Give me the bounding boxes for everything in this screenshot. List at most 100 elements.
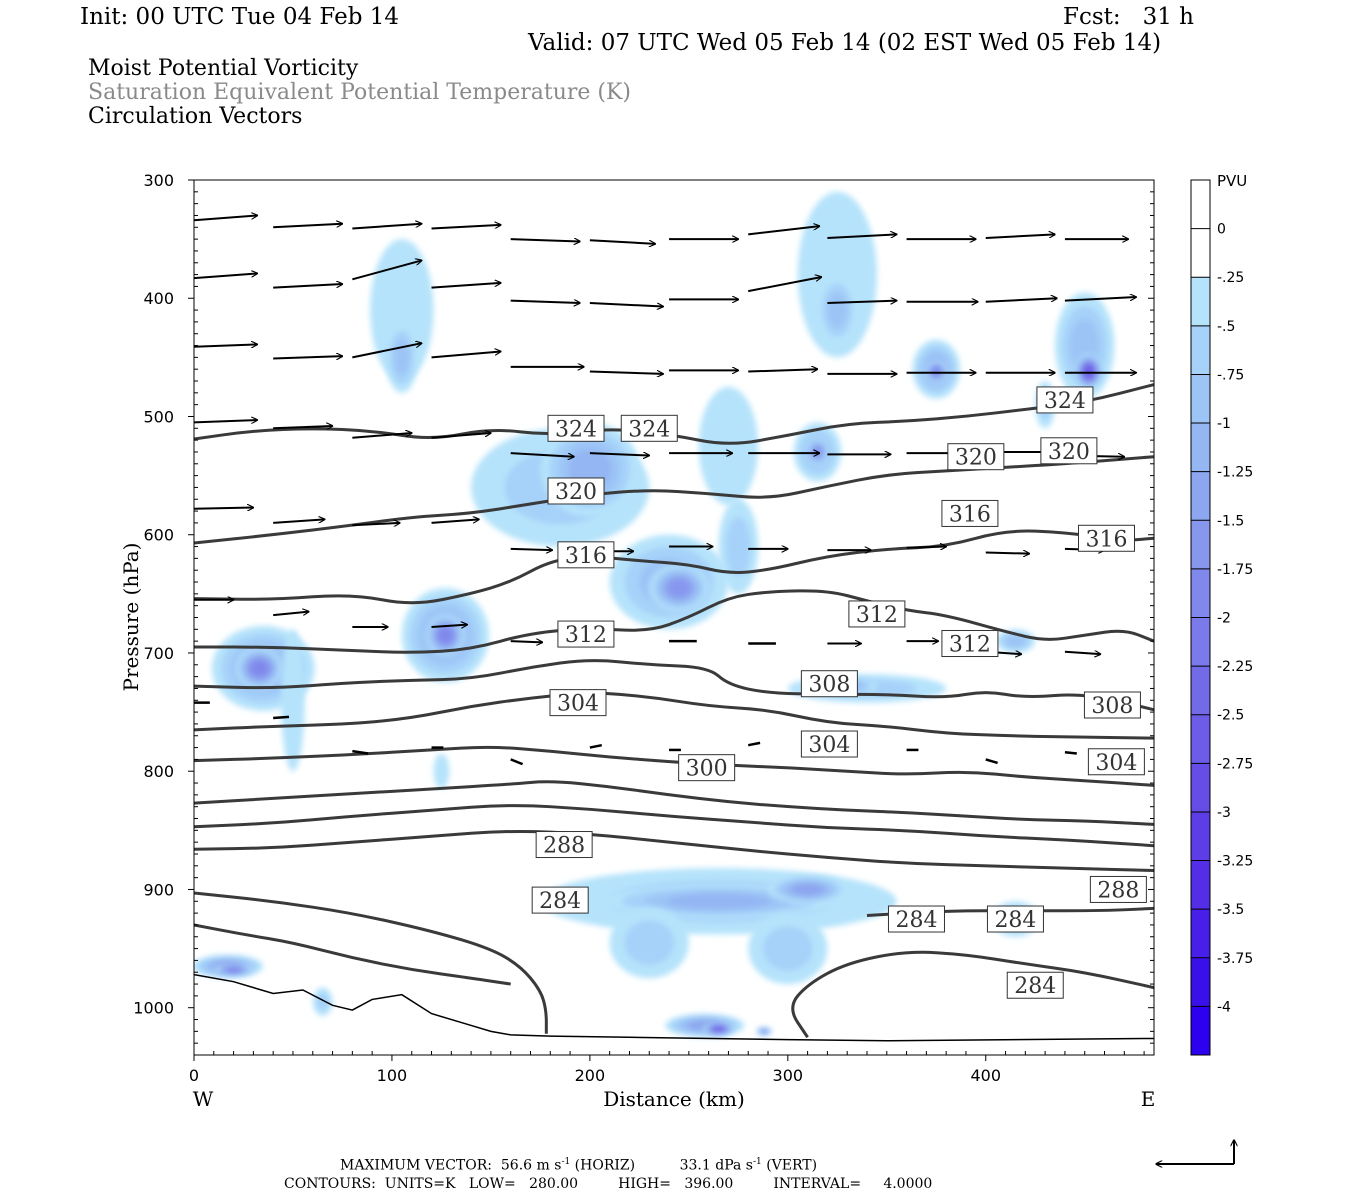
contour-label-box — [1040, 437, 1098, 465]
vector-4 — [510, 239, 580, 241]
terrain-line — [194, 973, 1154, 1042]
vector-77 — [589, 743, 602, 749]
x-axis-title: Distance (km) — [603, 1087, 745, 1111]
contour-label-17: 300 — [678, 754, 736, 782]
contour-label-text: 316 — [949, 502, 991, 527]
vector-51 — [431, 519, 480, 524]
colorbar-label-10: -2.5 — [1217, 708, 1244, 724]
contour-label-box — [547, 477, 605, 505]
colorbar-label-2: -.5 — [1217, 319, 1235, 335]
contour-label-8: 316 — [1077, 524, 1135, 552]
contour-label-text: 320 — [955, 446, 997, 471]
vector-40 — [510, 452, 574, 457]
pv-blob-1 — [235, 647, 284, 690]
max-vector-label: MAXIMUM VECTOR: — [340, 1157, 492, 1174]
contour-label-text: 324 — [1044, 389, 1086, 414]
isentrope-2 — [194, 529, 1154, 605]
contour-label-box — [557, 541, 615, 569]
y-tick-label-1: 400 — [143, 289, 174, 308]
vector-20 — [827, 301, 896, 303]
colorbar-cell-1 — [1191, 228, 1210, 278]
vector-39 — [431, 433, 491, 439]
colorbar-label-6: -1.5 — [1217, 513, 1244, 529]
vector-49 — [273, 519, 324, 524]
contour-label-text: 324 — [628, 417, 670, 442]
colorbar-title: PVU — [1217, 172, 1247, 190]
contour-label-box — [986, 905, 1044, 933]
pv-blob-26 — [768, 875, 848, 904]
isentrope-1 — [194, 455, 1154, 545]
x-tick-label-4: 400 — [970, 1066, 1001, 1085]
contour-label-11: 312 — [941, 630, 999, 658]
circulation-vectors — [194, 215, 1136, 766]
vert-unit: (VERT) — [766, 1157, 818, 1174]
contour-label-box — [887, 905, 945, 933]
vector-24 — [194, 344, 257, 346]
y-axis-title: Pressure (hPa) — [119, 543, 143, 692]
isentrope-7 — [194, 780, 1154, 826]
contour-label-15: 304 — [800, 730, 858, 758]
contour-label-box — [678, 754, 736, 782]
isentrope-5 — [194, 691, 1154, 740]
vector-64 — [510, 641, 543, 642]
vector-58 — [985, 552, 1030, 553]
pv-blob-19 — [1074, 353, 1103, 390]
colorbar-cell-9 — [1191, 617, 1210, 667]
colorbar-label-14: -3.5 — [1217, 902, 1244, 918]
contour-label-9: 312 — [557, 620, 615, 648]
contour-label-box — [1087, 748, 1145, 776]
pv-blob-6 — [386, 321, 418, 393]
vector-10 — [985, 234, 1055, 239]
vector-23 — [1064, 297, 1136, 302]
colorbar-cell-15 — [1191, 909, 1210, 958]
contour-label-text: 304 — [557, 692, 599, 717]
vector-31 — [748, 369, 817, 371]
vector-17 — [589, 301, 663, 307]
contour-label-text: 304 — [808, 733, 850, 758]
vector-61 — [273, 612, 309, 617]
colorbar-cell-4 — [1191, 374, 1210, 424]
contour-label-text: 308 — [808, 673, 850, 698]
contour-label-text: 324 — [555, 417, 597, 442]
contour-label-box — [947, 443, 1005, 471]
contour-label-text: 320 — [1048, 440, 1090, 465]
pv-blob-33 — [665, 1013, 745, 1038]
vector-12 — [194, 273, 257, 280]
contour-label-box — [941, 630, 999, 658]
pv-blob-37 — [433, 753, 450, 789]
field-vector-title: Circulation Vectors — [88, 104, 303, 129]
contour-label-text: 284 — [994, 908, 1036, 933]
contour-label-text: 288 — [543, 834, 585, 859]
contour-label-text: 304 — [1095, 751, 1137, 776]
colorbar-cell-3 — [1191, 325, 1210, 375]
contour-label-box — [557, 620, 615, 648]
colorbar-cell-11 — [1191, 714, 1210, 764]
contour-label-text: 312 — [949, 633, 991, 658]
contour-label-20: 284 — [531, 886, 589, 914]
contour-label-18: 288 — [535, 831, 593, 859]
vector-52 — [510, 549, 553, 550]
contour-label-3: 320 — [547, 477, 605, 505]
colorbar-cell-5 — [1191, 423, 1210, 472]
contour-labels: 324 324 324 320 320 320 316 316 316 312 312 312 308 3… — [531, 386, 1147, 999]
contour-label-text: 284 — [1014, 974, 1056, 999]
contour-label-2: 324 — [1036, 386, 1094, 414]
vector-13 — [273, 284, 342, 289]
isentrope-4 — [194, 659, 1154, 712]
init-time: Init: 00 UTC Tue 04 Feb 14 — [80, 4, 400, 30]
colorbar-label-9: -2.25 — [1217, 659, 1253, 675]
isentrope-8 — [194, 804, 1154, 848]
pv-blob-32 — [213, 963, 254, 976]
pv-blob-36 — [312, 987, 333, 1016]
colorbar-label-0: 0 — [1217, 222, 1226, 238]
contour-info: CONTOURS: UNITS=K LOW= 280.00 HIGH= 396.… — [284, 1176, 933, 1192]
contour-label-text: 320 — [555, 480, 597, 505]
contour-label-22: 284 — [986, 905, 1044, 933]
vector-50 — [352, 523, 400, 525]
y-tick-label-3: 600 — [143, 526, 174, 545]
vector-3 — [431, 225, 501, 230]
isentrope-12 — [194, 923, 511, 986]
colorbar-label-5: -1.25 — [1217, 465, 1253, 481]
contour-label-10: 312 — [848, 600, 906, 628]
contour-label-12: 308 — [800, 670, 858, 698]
